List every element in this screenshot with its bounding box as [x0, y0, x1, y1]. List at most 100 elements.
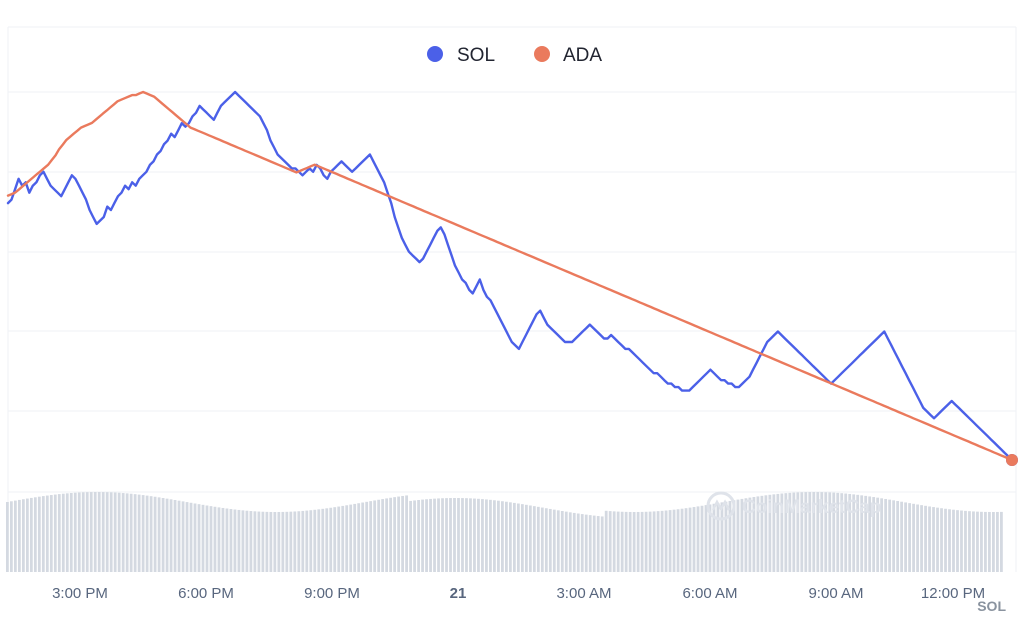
x-tick-label: 21 — [450, 585, 467, 602]
volume-bar — [233, 509, 237, 572]
legend-item-sol[interactable]: SOL — [427, 45, 495, 66]
volume-bar — [748, 497, 752, 572]
volume-bar — [672, 509, 676, 572]
x-tick-label: 6:00 PM — [178, 585, 234, 602]
volume-bar — [680, 508, 684, 572]
volume-bar — [964, 510, 967, 572]
volume-bar — [317, 509, 321, 572]
volume-bar — [584, 514, 588, 572]
volume-bar — [876, 497, 880, 572]
volume-bar — [481, 499, 484, 572]
volume-bar — [501, 501, 504, 572]
volume-bar — [940, 508, 943, 572]
volume-bar — [764, 495, 768, 572]
volume-bar — [632, 512, 636, 572]
x-tick-label: 12:00 PM — [921, 585, 985, 602]
volume-bar — [6, 502, 9, 572]
x-tick-label: 6:00 AM — [682, 585, 737, 602]
volume-bar — [732, 500, 736, 572]
volume-bar — [572, 512, 576, 572]
volume-bar — [489, 499, 492, 572]
volume-bar — [145, 495, 149, 572]
volume-bar — [289, 511, 293, 572]
volume-bar — [832, 492, 836, 572]
volume-bar — [397, 496, 401, 572]
volume-bar — [105, 492, 109, 572]
volume-bar — [213, 506, 217, 572]
volume-bar — [728, 500, 732, 572]
volume-bar — [820, 492, 824, 572]
volume-bar — [848, 493, 852, 572]
volume-bar — [453, 498, 456, 572]
volume-bar — [844, 493, 848, 572]
volume-bar — [664, 510, 668, 572]
volume-bar — [465, 498, 468, 572]
volume-bar — [536, 506, 540, 572]
volume-bar — [616, 511, 620, 572]
volume-bar — [445, 498, 448, 572]
watermark: CoinMarketCap — [706, 491, 881, 521]
volume-bar — [1000, 511, 1003, 572]
volume-bar — [780, 493, 784, 572]
volume-bar — [788, 492, 792, 572]
volume-bar — [872, 497, 876, 572]
volume-bar — [197, 504, 201, 572]
volume-bar — [437, 498, 440, 572]
volume-bar — [900, 501, 903, 572]
volume-bar — [53, 494, 57, 572]
volume-bar — [668, 510, 672, 572]
volume-bar — [413, 500, 416, 572]
legend-ada-dot — [534, 46, 550, 62]
volume-bar — [624, 511, 628, 572]
volume-bar — [968, 511, 971, 572]
volume-bar — [273, 512, 277, 572]
volume-bar — [524, 504, 528, 572]
volume-bar — [33, 497, 37, 572]
legend-item-ada[interactable]: ADA — [534, 45, 602, 66]
volume-bar — [520, 504, 524, 572]
volume-bar — [17, 499, 21, 572]
volume-bar — [580, 514, 584, 572]
volume-bar — [133, 494, 137, 572]
volume-bar — [596, 516, 600, 572]
volume-bar — [325, 508, 329, 572]
volume-bar — [237, 509, 241, 572]
volume-bar — [433, 498, 436, 572]
volume-bar — [13, 500, 17, 572]
volume-bar — [473, 498, 476, 572]
x-tick-label: 9:00 AM — [808, 585, 863, 602]
volume-bar — [892, 500, 896, 572]
volume-bar — [113, 492, 117, 572]
volume-bar — [772, 494, 776, 572]
volume-bar — [377, 499, 381, 572]
volume-bar — [361, 502, 365, 572]
volume-bar — [948, 509, 951, 572]
volume-bar — [752, 497, 756, 572]
volume-bar — [852, 494, 856, 572]
series-lines — [6, 90, 1018, 466]
volume-bar — [888, 499, 892, 572]
volume-bar — [992, 512, 995, 572]
volume-bar — [600, 516, 604, 572]
volume-bar — [173, 500, 177, 572]
volume-bar — [836, 492, 840, 572]
volume-bar — [389, 497, 393, 572]
volume-bar — [796, 492, 800, 572]
volume-bar — [61, 493, 65, 572]
volume-bar — [69, 493, 73, 572]
volume-bar — [177, 500, 181, 572]
volume-bar — [41, 496, 45, 572]
legend-ada-label: ADA — [563, 45, 602, 66]
volume-bar — [337, 506, 341, 572]
volume-bar — [137, 494, 141, 572]
volume-bar — [225, 508, 229, 572]
volume-bar — [656, 511, 660, 572]
volume-bar — [976, 511, 979, 572]
volume-bar — [784, 493, 788, 572]
volume-bar — [508, 502, 512, 572]
volume-bar — [928, 506, 931, 572]
coinmarketcap-logo-icon — [706, 491, 736, 521]
volume-bar — [944, 508, 947, 572]
volume-bar — [345, 505, 349, 572]
volume-bars — [6, 492, 1003, 572]
